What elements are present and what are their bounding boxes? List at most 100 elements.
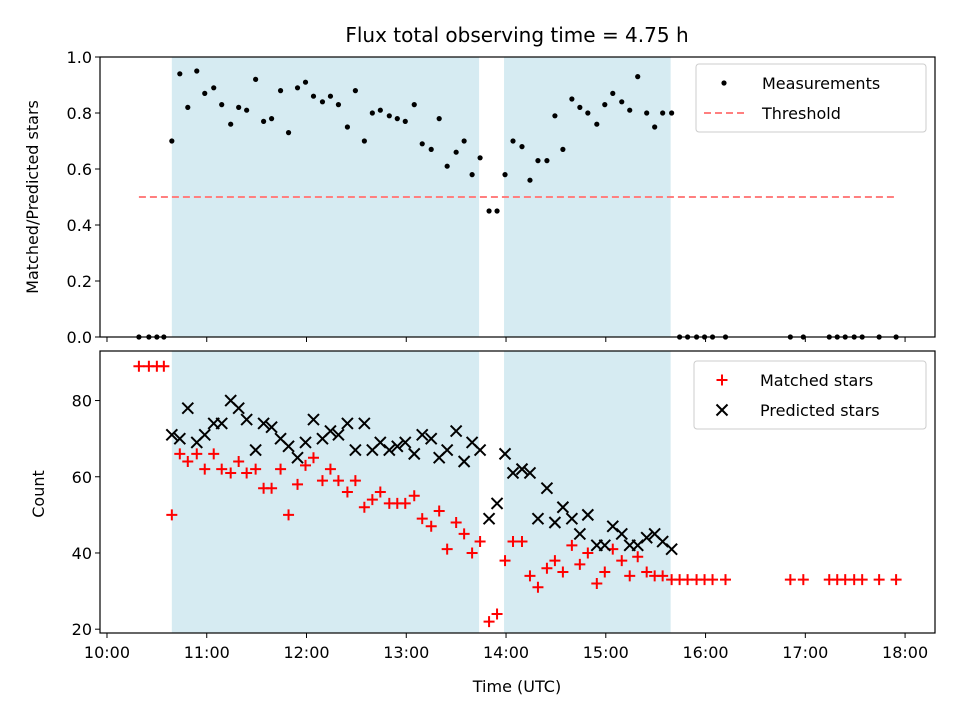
data-point (594, 121, 600, 127)
data-point (441, 543, 453, 555)
data-point (253, 76, 259, 82)
data-point (599, 566, 611, 578)
data-point (277, 88, 284, 94)
data-point (327, 93, 334, 99)
data-point (198, 428, 211, 442)
data-point (386, 113, 392, 119)
legend: Matched stars Predicted stars (693, 360, 927, 430)
data-point (219, 102, 225, 108)
data-point (510, 138, 516, 144)
data-point (173, 432, 187, 445)
data-point (199, 463, 211, 475)
data-point (383, 443, 396, 457)
data-point (324, 424, 337, 438)
data-point (557, 566, 569, 578)
data-point (549, 555, 561, 567)
x-tick-label: 11:00 (184, 643, 230, 662)
data-point (211, 85, 217, 91)
data-point (352, 88, 358, 94)
data-point (566, 539, 578, 551)
x-tick-label: 14:00 (483, 643, 529, 662)
data-point (544, 158, 550, 164)
data-point (657, 570, 669, 582)
data-point (610, 90, 616, 96)
data-point (294, 85, 301, 91)
y-tick-label: 80 (72, 392, 92, 411)
data-point (249, 443, 262, 457)
data-point (216, 463, 228, 475)
x-tick-label: 10:00 (84, 643, 130, 662)
data-point (477, 155, 483, 161)
data-point (332, 428, 345, 442)
bottom-y-axis-label: Count (29, 470, 48, 518)
top-y-axis-label: Matched/Predicted stars (23, 100, 42, 294)
data-point (319, 99, 326, 105)
bottom-panel: 20 40 60 80 10:00 11:00 12:00 13:00 14:00 15:00 16… (72, 350, 936, 662)
data-point (624, 570, 636, 582)
data-point (524, 570, 536, 582)
top-panel: 0.0 0.2 0.4 0.6 0.8 1.0 Measurements Threshold (67, 48, 936, 347)
data-point (332, 475, 344, 487)
data-point (391, 440, 404, 453)
data-point (424, 432, 438, 445)
data-point (408, 490, 420, 502)
data-point (720, 574, 732, 586)
data-point (233, 456, 245, 468)
axes-frame (99, 56, 936, 338)
data-point (577, 104, 583, 110)
data-point (399, 436, 412, 449)
data-point (449, 424, 463, 438)
data-point (541, 562, 553, 574)
data-point (494, 208, 500, 214)
y-tick-label: 0.2 (67, 272, 92, 291)
data-point (181, 401, 194, 415)
data-point (665, 542, 678, 556)
legend-label: Matched stars (760, 371, 873, 390)
data-point (307, 452, 319, 464)
legend-marker (721, 80, 727, 86)
data-point (469, 172, 475, 178)
legend-marker (716, 374, 728, 386)
data-point (261, 118, 267, 124)
data-point (890, 574, 902, 586)
data-point (535, 158, 541, 164)
data-point (419, 141, 425, 147)
data-point (265, 421, 278, 434)
data-point (556, 501, 570, 514)
data-point (232, 401, 245, 415)
data-point (458, 528, 470, 540)
data-point (316, 475, 328, 487)
data-point (474, 536, 486, 548)
data-point (344, 124, 351, 130)
shaded-interval (171, 351, 480, 633)
x-tick-label: 18:00 (882, 643, 928, 662)
data-point (268, 116, 275, 122)
data-point (257, 417, 270, 430)
data-point (349, 475, 361, 487)
data-point (310, 93, 317, 99)
data-point (228, 121, 234, 127)
data-point (573, 527, 587, 541)
data-point (486, 208, 492, 214)
y-tick-label: 60 (72, 468, 92, 487)
shaded-interval (504, 57, 671, 337)
y-tick-label: 0.0 (67, 328, 92, 347)
data-point (341, 486, 353, 498)
data-point (166, 509, 178, 521)
data-point (635, 74, 641, 80)
data-point (473, 443, 487, 457)
data-point (165, 428, 179, 442)
data-point (569, 96, 575, 102)
data-point (585, 110, 591, 116)
data-point (358, 501, 370, 513)
legend: Measurements Threshold (695, 63, 927, 133)
data-point (177, 71, 183, 77)
data-point (457, 455, 471, 468)
data-point (282, 440, 295, 453)
data-point (490, 497, 504, 510)
data-point (581, 508, 595, 522)
data-point (523, 466, 537, 480)
data-point (416, 513, 428, 525)
axes-frame (99, 350, 936, 634)
data-point (784, 574, 796, 586)
